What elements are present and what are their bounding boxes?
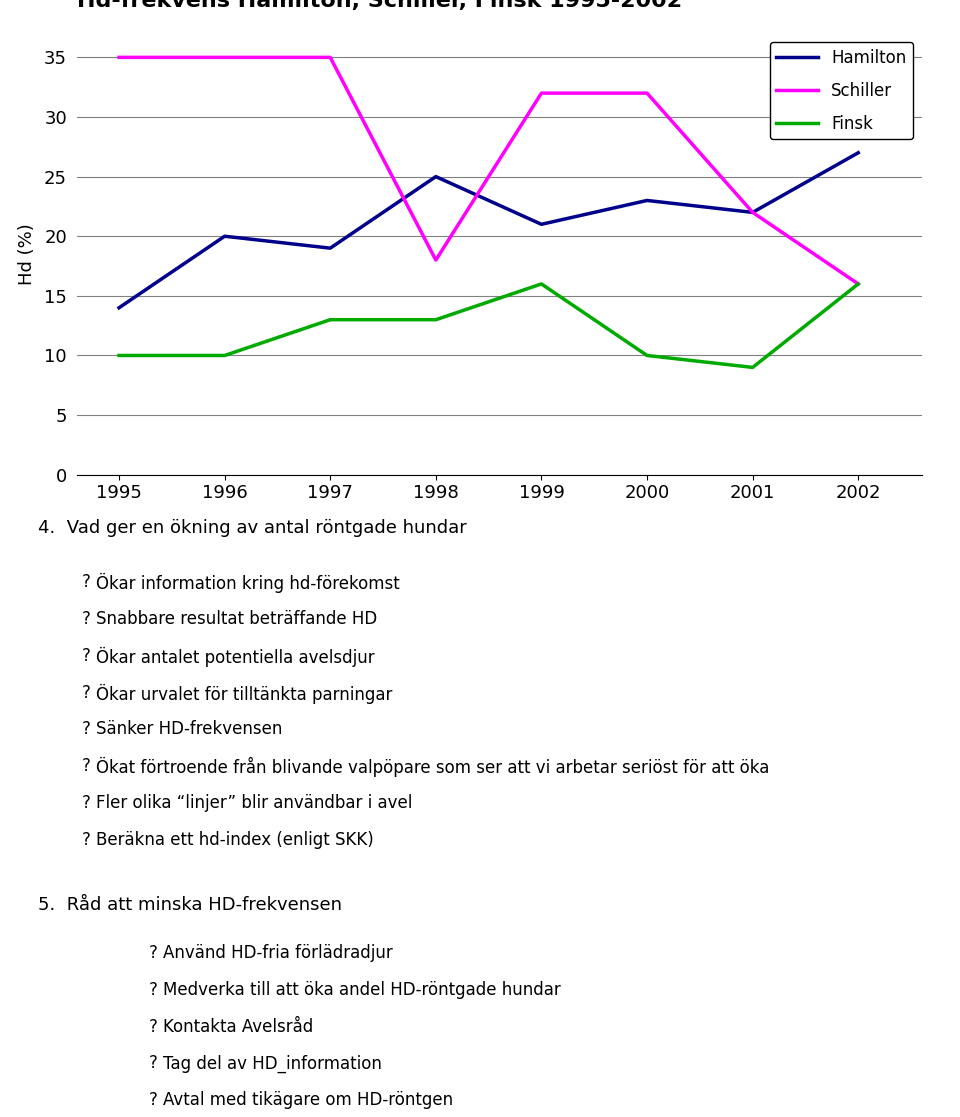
Text: ?: ? (149, 1054, 157, 1072)
Text: Medverka till att öka andel HD-röntgade hundar: Medverka till att öka andel HD-röntgade … (163, 981, 561, 999)
Text: Ökar antalet potentiella avelsdjur: Ökar antalet potentiella avelsdjur (96, 647, 374, 667)
Text: ?: ? (82, 684, 90, 701)
Text: ?: ? (82, 573, 90, 591)
Text: 4.  Vad ger en ökning av antal röntgade hundar: 4. Vad ger en ökning av antal röntgade h… (38, 519, 468, 537)
Text: ?: ? (82, 831, 90, 849)
Text: ?: ? (82, 720, 90, 738)
Text: Hd-frekvens Hamilton, Schiller, Finsk 1995-2002: Hd-frekvens Hamilton, Schiller, Finsk 19… (77, 0, 682, 11)
Text: Snabbare resultat beträffande HD: Snabbare resultat beträffande HD (96, 610, 377, 628)
Text: ?: ? (82, 794, 90, 812)
Text: 5.  Råd att minska HD-frekvensen: 5. Råd att minska HD-frekvensen (38, 896, 343, 914)
Text: Beräkna ett hd-index (enligt SKK): Beräkna ett hd-index (enligt SKK) (96, 831, 373, 849)
Text: Ökat förtroende från blivande valpöpare som ser att vi arbetar seriöst för att ö: Ökat förtroende från blivande valpöpare … (96, 757, 769, 777)
Y-axis label: Hd (%): Hd (%) (17, 223, 36, 285)
Text: ?: ? (82, 757, 90, 775)
Text: Fler olika “linjer” blir användbar i avel: Fler olika “linjer” blir användbar i ave… (96, 794, 413, 812)
Text: Använd HD-fria förlädradjur: Använd HD-fria förlädradjur (163, 944, 393, 962)
Text: Ökar information kring hd-förekomst: Ökar information kring hd-förekomst (96, 573, 399, 593)
Text: ?: ? (149, 1091, 157, 1109)
Text: Kontakta Avelsråd: Kontakta Avelsråd (163, 1018, 314, 1035)
Text: ?: ? (82, 610, 90, 628)
Text: Avtal med tikägare om HD-röntgen: Avtal med tikägare om HD-röntgen (163, 1091, 453, 1109)
Text: ?: ? (149, 981, 157, 999)
Text: ?: ? (82, 647, 90, 665)
Legend: Hamilton, Schiller, Finsk: Hamilton, Schiller, Finsk (770, 41, 913, 140)
Text: ?: ? (149, 1018, 157, 1035)
Text: Sänker HD-frekvensen: Sänker HD-frekvensen (96, 720, 282, 738)
Text: Ökar urvalet för tilltänkta parningar: Ökar urvalet för tilltänkta parningar (96, 684, 393, 704)
Text: ?: ? (149, 944, 157, 962)
Text: Tag del av HD_information: Tag del av HD_information (163, 1054, 382, 1072)
